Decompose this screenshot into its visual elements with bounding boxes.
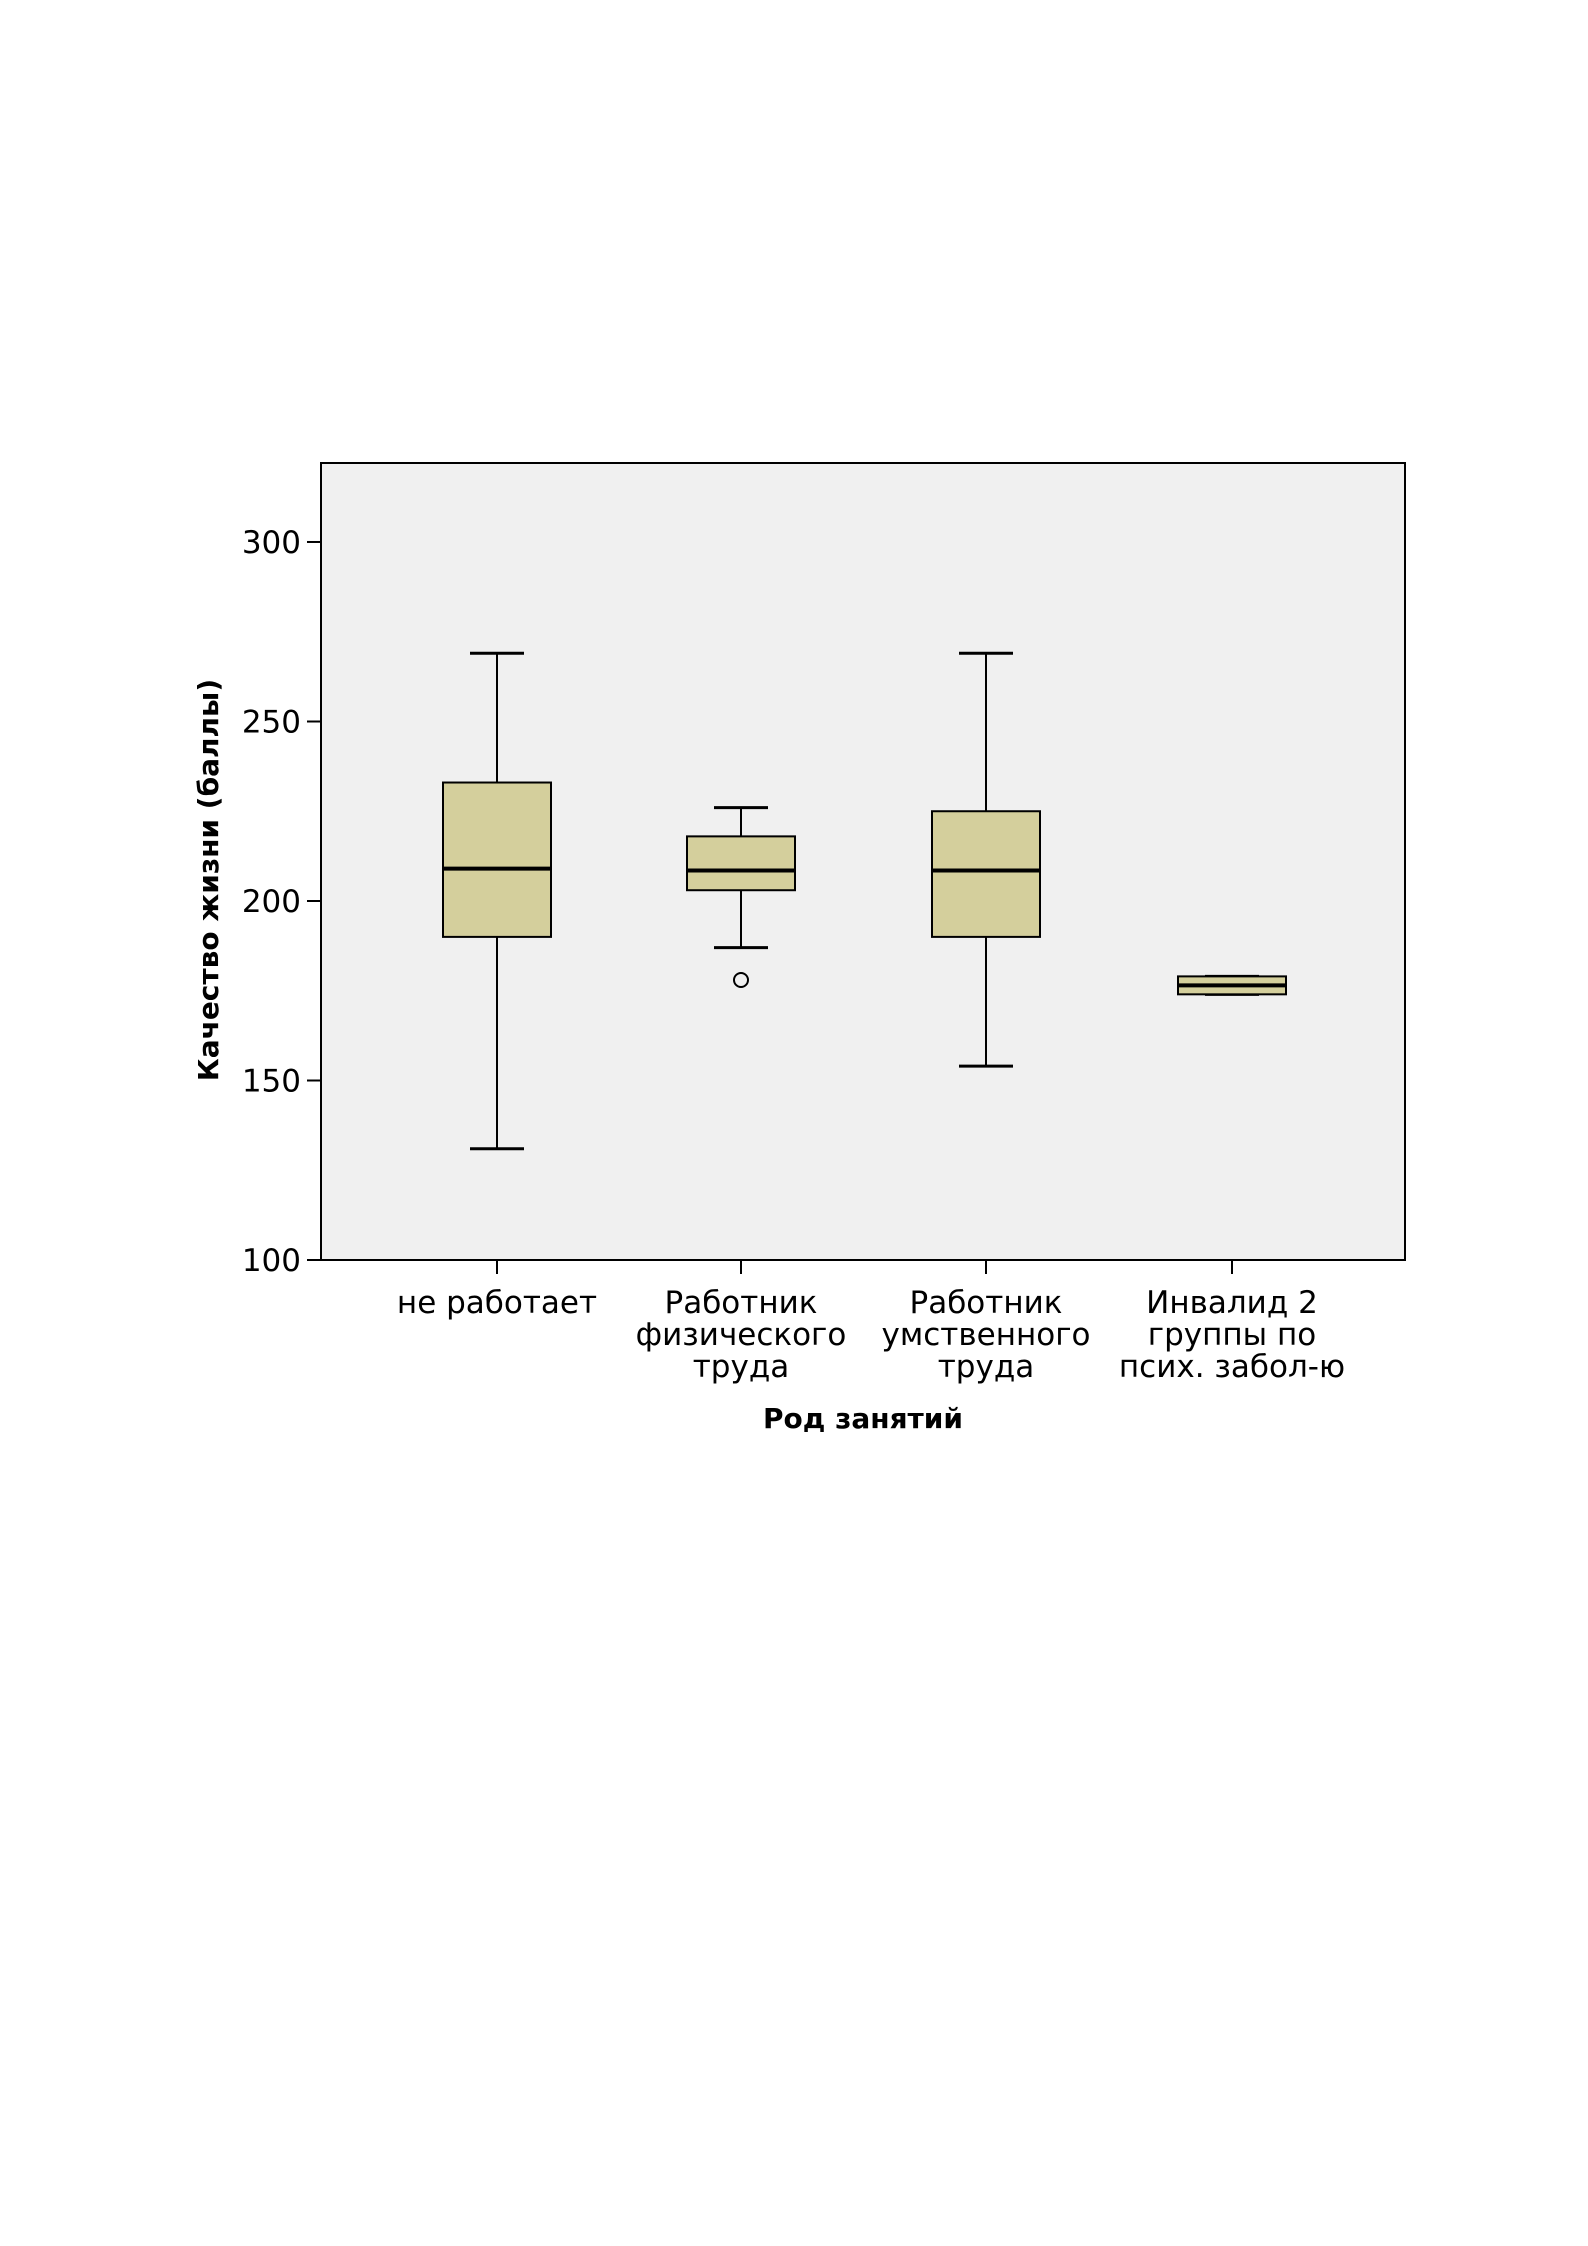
y-tick-label: 150: [242, 1063, 301, 1099]
outlier-point: [733, 971, 749, 988]
x-axis-title: Род занятий: [763, 1402, 963, 1435]
box-iqr: [931, 810, 1041, 938]
box-iqr: [686, 835, 796, 892]
x-category-label: труда: [693, 1349, 790, 1385]
box-group: [442, 651, 552, 1151]
x-category-label: Работник: [910, 1285, 1063, 1321]
x-category-label: Инвалид 2: [1146, 1285, 1318, 1321]
box-group: [931, 651, 1041, 1068]
x-category-label: группы по: [1148, 1317, 1316, 1353]
y-axis-title: Качество жизни (баллы): [192, 679, 225, 1081]
y-tick-label: 250: [242, 704, 301, 740]
x-category-label: Работник: [665, 1285, 818, 1321]
box-series: [442, 651, 1287, 1151]
x-category-label: труда: [938, 1349, 1035, 1385]
y-axis: 100 150 200 250 300: [242, 525, 321, 1279]
x-category-label: физического: [636, 1317, 847, 1353]
x-category-label: псих. забол-ю: [1119, 1349, 1345, 1385]
y-tick-label: 300: [242, 525, 301, 561]
box-iqr: [442, 781, 552, 938]
x-category-label: умственного: [882, 1317, 1091, 1353]
x-category-label: не работает: [397, 1285, 597, 1321]
box-group: [1177, 974, 1287, 996]
y-tick-label: 100: [242, 1243, 301, 1279]
x-axis: не работает РаботникфизическоготрудаРабот…: [397, 1260, 1345, 1385]
y-tick-label: 200: [242, 884, 301, 920]
box-group: [686, 806, 796, 988]
